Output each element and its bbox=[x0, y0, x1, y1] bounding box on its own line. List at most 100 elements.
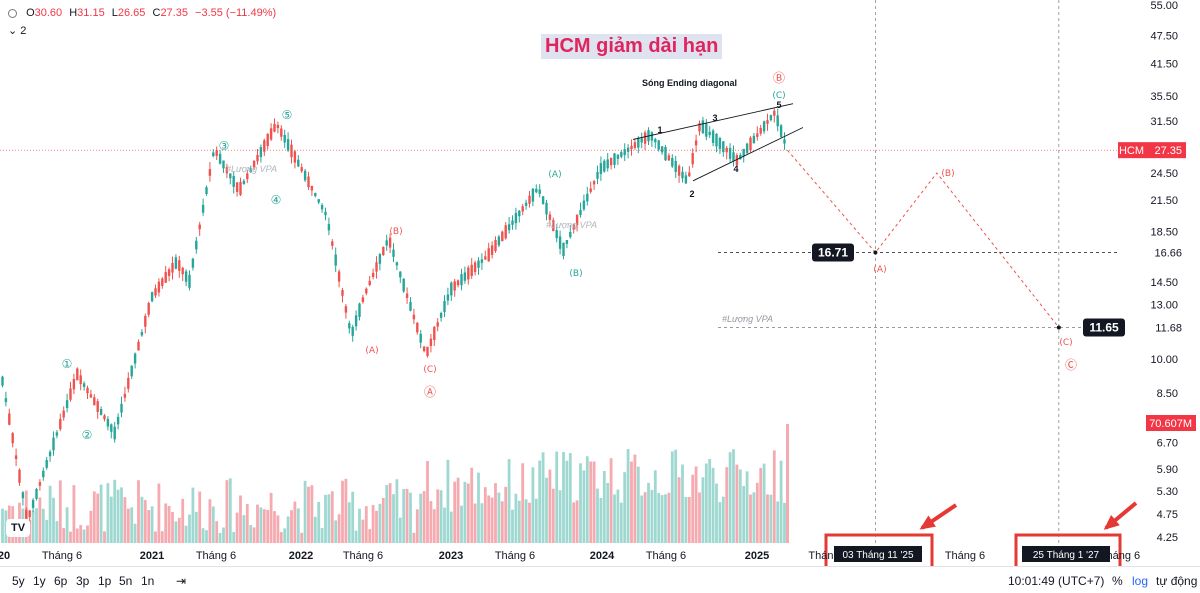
candle-body bbox=[208, 169, 212, 176]
volume-tag-bg bbox=[1146, 415, 1196, 431]
candle-body bbox=[110, 424, 113, 432]
candle-body bbox=[161, 278, 164, 286]
volume-bar bbox=[109, 496, 113, 543]
candle bbox=[133, 352, 137, 369]
candle bbox=[613, 152, 616, 169]
candle-body bbox=[249, 168, 252, 173]
volume-bar bbox=[266, 509, 270, 543]
volume-bar bbox=[368, 529, 372, 543]
open-value: 30.60 bbox=[34, 7, 63, 19]
candle bbox=[191, 257, 195, 271]
range-6p-button[interactable]: 6p bbox=[54, 574, 68, 588]
volume-bar bbox=[517, 500, 521, 543]
candle bbox=[167, 267, 171, 282]
candle-body bbox=[137, 341, 140, 351]
arrow-icon bbox=[1103, 501, 1138, 530]
range-1y-button[interactable]: 1y bbox=[33, 574, 46, 588]
diagonal-label-2: 2 bbox=[689, 189, 694, 199]
candle bbox=[490, 241, 494, 259]
volume-bar bbox=[647, 482, 650, 543]
volume-bar bbox=[640, 495, 644, 543]
volume-bar bbox=[320, 527, 324, 543]
candle-body bbox=[650, 132, 654, 141]
candle bbox=[86, 385, 89, 399]
volume-bar bbox=[313, 516, 317, 543]
visibility-icon[interactable] bbox=[8, 8, 17, 18]
candle-body bbox=[463, 272, 467, 281]
last-price-tag: 27.35 bbox=[1148, 142, 1186, 159]
volume-bar bbox=[511, 509, 514, 543]
candle bbox=[52, 431, 55, 456]
candle-body bbox=[365, 288, 368, 294]
candle-body bbox=[606, 159, 609, 169]
volume-bar bbox=[691, 474, 695, 543]
auto-scale-toggle[interactable]: tự động bbox=[1156, 574, 1198, 588]
volume-bar bbox=[337, 514, 341, 543]
candle bbox=[501, 230, 504, 242]
volume-bar bbox=[310, 485, 314, 543]
log-toggle[interactable]: log bbox=[1132, 574, 1149, 588]
range-1n-button[interactable]: 1n bbox=[141, 574, 155, 588]
candle bbox=[76, 367, 79, 381]
candle-body bbox=[637, 137, 640, 148]
candle bbox=[514, 207, 518, 230]
candle-body bbox=[25, 509, 28, 519]
candle-body bbox=[324, 211, 327, 216]
candle bbox=[348, 320, 351, 334]
candle-body bbox=[735, 155, 739, 165]
candle-body bbox=[28, 510, 31, 518]
price-chart[interactable]: ① ② ③ ④ ⑤ Ⓐ Ⓑ Ⓒ (A) (B) (C) (A) (B) (C) (A) (B) (C) 1 2 3 4 5… bbox=[0, 0, 1200, 566]
volume-bar bbox=[171, 511, 174, 543]
volume-bar bbox=[687, 497, 691, 543]
volume-bar bbox=[334, 520, 338, 543]
tradingview-logo-icon[interactable]: TV bbox=[6, 519, 30, 537]
candle bbox=[467, 265, 470, 285]
volume-bar bbox=[422, 491, 426, 543]
range-1p-button[interactable]: 1p bbox=[98, 574, 112, 588]
percent-toggle[interactable]: % bbox=[1112, 574, 1123, 588]
range-5y-button[interactable]: 5y bbox=[12, 574, 25, 588]
candle bbox=[239, 177, 242, 196]
price-tick-label: 24.50 bbox=[1150, 168, 1178, 180]
candle-body bbox=[745, 143, 749, 153]
candle-body bbox=[528, 195, 531, 204]
time-tick-label: Tháng 6 bbox=[495, 550, 535, 562]
candle bbox=[507, 217, 511, 234]
candle-body bbox=[538, 189, 541, 194]
candle bbox=[269, 123, 273, 141]
price-tick-label: 10.00 bbox=[1150, 354, 1178, 366]
candle-body bbox=[4, 398, 8, 403]
watermark-text: #Lượng VPA bbox=[546, 220, 597, 230]
diagonal-label-3: 3 bbox=[712, 113, 717, 123]
candle bbox=[620, 149, 623, 159]
candle bbox=[623, 143, 626, 161]
candle-body bbox=[456, 280, 460, 286]
indicator-toggle[interactable]: ⌄ 2 bbox=[8, 24, 26, 37]
volume-bar bbox=[364, 506, 368, 543]
time-axis: 20 Tháng 6 2021 Tháng 6 2022 Tháng 6 2023 Tháng… bbox=[0, 550, 1140, 562]
candle-body bbox=[229, 173, 232, 179]
volume-bar bbox=[69, 531, 72, 543]
candle-body bbox=[358, 303, 361, 317]
range-5n-button[interactable]: 5n bbox=[119, 574, 133, 588]
volume-bar bbox=[694, 466, 698, 543]
chevron-down-icon: ⌄ bbox=[8, 25, 18, 37]
volume-bar bbox=[667, 492, 671, 543]
goto-date-icon[interactable]: ⇥ bbox=[176, 574, 187, 588]
volume-bar bbox=[585, 456, 589, 543]
candle bbox=[429, 333, 433, 353]
candle bbox=[698, 120, 701, 136]
ohlc-legend: O30.60 H31.15 L26.65 C27.35 −3.55 (−11.4… bbox=[8, 7, 276, 19]
volume-bar bbox=[453, 481, 457, 543]
candle-body bbox=[348, 323, 351, 329]
candle bbox=[79, 369, 82, 391]
candle-body bbox=[548, 214, 552, 220]
candle bbox=[361, 294, 365, 304]
candle bbox=[392, 243, 395, 263]
candle bbox=[293, 150, 297, 169]
candle-body bbox=[395, 262, 399, 266]
candle-body bbox=[222, 160, 225, 169]
wave-label-sub-a: (A) bbox=[365, 346, 378, 356]
range-3p-button[interactable]: 3p bbox=[76, 574, 90, 588]
candle bbox=[528, 190, 531, 208]
